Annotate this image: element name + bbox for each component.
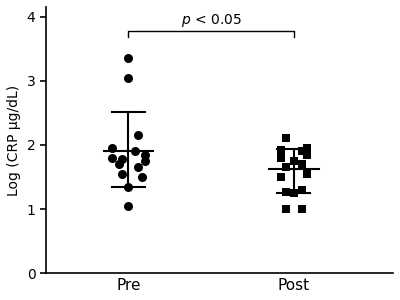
- Text: $p$ < 0.05: $p$ < 0.05: [181, 12, 242, 29]
- Y-axis label: Log (CRP μg/dL): Log (CRP μg/dL): [7, 85, 21, 196]
